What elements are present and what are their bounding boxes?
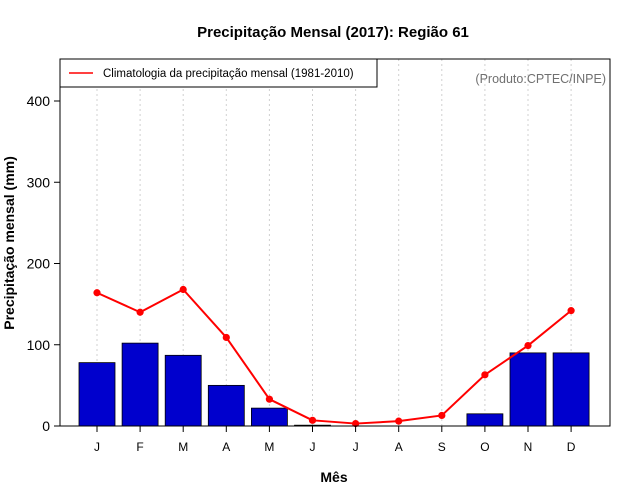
bar-M-2 [164,354,202,427]
credit-text: (Produto:CPTEC/INPE) [475,72,606,86]
y-tick-label: 100 [27,337,51,353]
climatology-point [93,289,101,297]
climatology-point [265,395,273,403]
y-axis-title: Precipitação mensal (mm) [1,156,17,330]
y-tick-label: 400 [27,93,51,109]
bar-J-0 [78,362,116,427]
legend: Climatologia da precipitação mensal (198… [59,58,378,88]
climatology-point [524,341,532,350]
climatology-point [179,285,187,294]
bar-series [78,342,590,427]
climatology-point [352,419,360,428]
x-tick-label: J [353,440,359,454]
x-tick-label: O [480,440,489,454]
climatology-point [481,371,489,379]
x-tick-label: A [395,440,403,454]
chart-title: Precipitação Mensal (2017): Região 61 [197,24,469,41]
x-tick-label: F [136,440,143,454]
bar-F-1 [121,342,159,427]
x-tick-label: J [94,440,100,454]
x-tick-label: M [178,440,188,454]
x-tick-label: J [310,440,316,454]
y-tick-label: 200 [27,256,51,272]
climatology-point [136,308,144,316]
climatology-point [567,307,575,315]
y-tick-label: 300 [27,174,51,190]
y-tick-label: 0 [42,418,50,434]
climatology-line [96,288,572,425]
bar-O-9 [466,413,504,427]
x-tick-label: M [264,440,274,454]
climatology-point [438,411,446,420]
legend-box [59,58,378,88]
x-tick-label: N [524,440,533,454]
climatology-point [308,416,317,424]
x-tick-label: A [222,440,230,454]
climatology-point [395,417,403,425]
x-tick-label: D [567,440,576,454]
climatology-point [222,333,230,342]
bar-A-3 [207,384,245,427]
legend-label: Climatologia da precipitação mensal (198… [103,68,354,80]
x-axis-title: Mês [320,469,347,485]
x-tick-label: S [438,440,446,454]
y-axis: 0 100 200 300 400 [27,93,60,434]
climatology-line-series [93,285,575,428]
bar-N-10 [509,352,547,427]
bar-D-11 [552,352,590,427]
bar-M-4 [250,407,288,427]
